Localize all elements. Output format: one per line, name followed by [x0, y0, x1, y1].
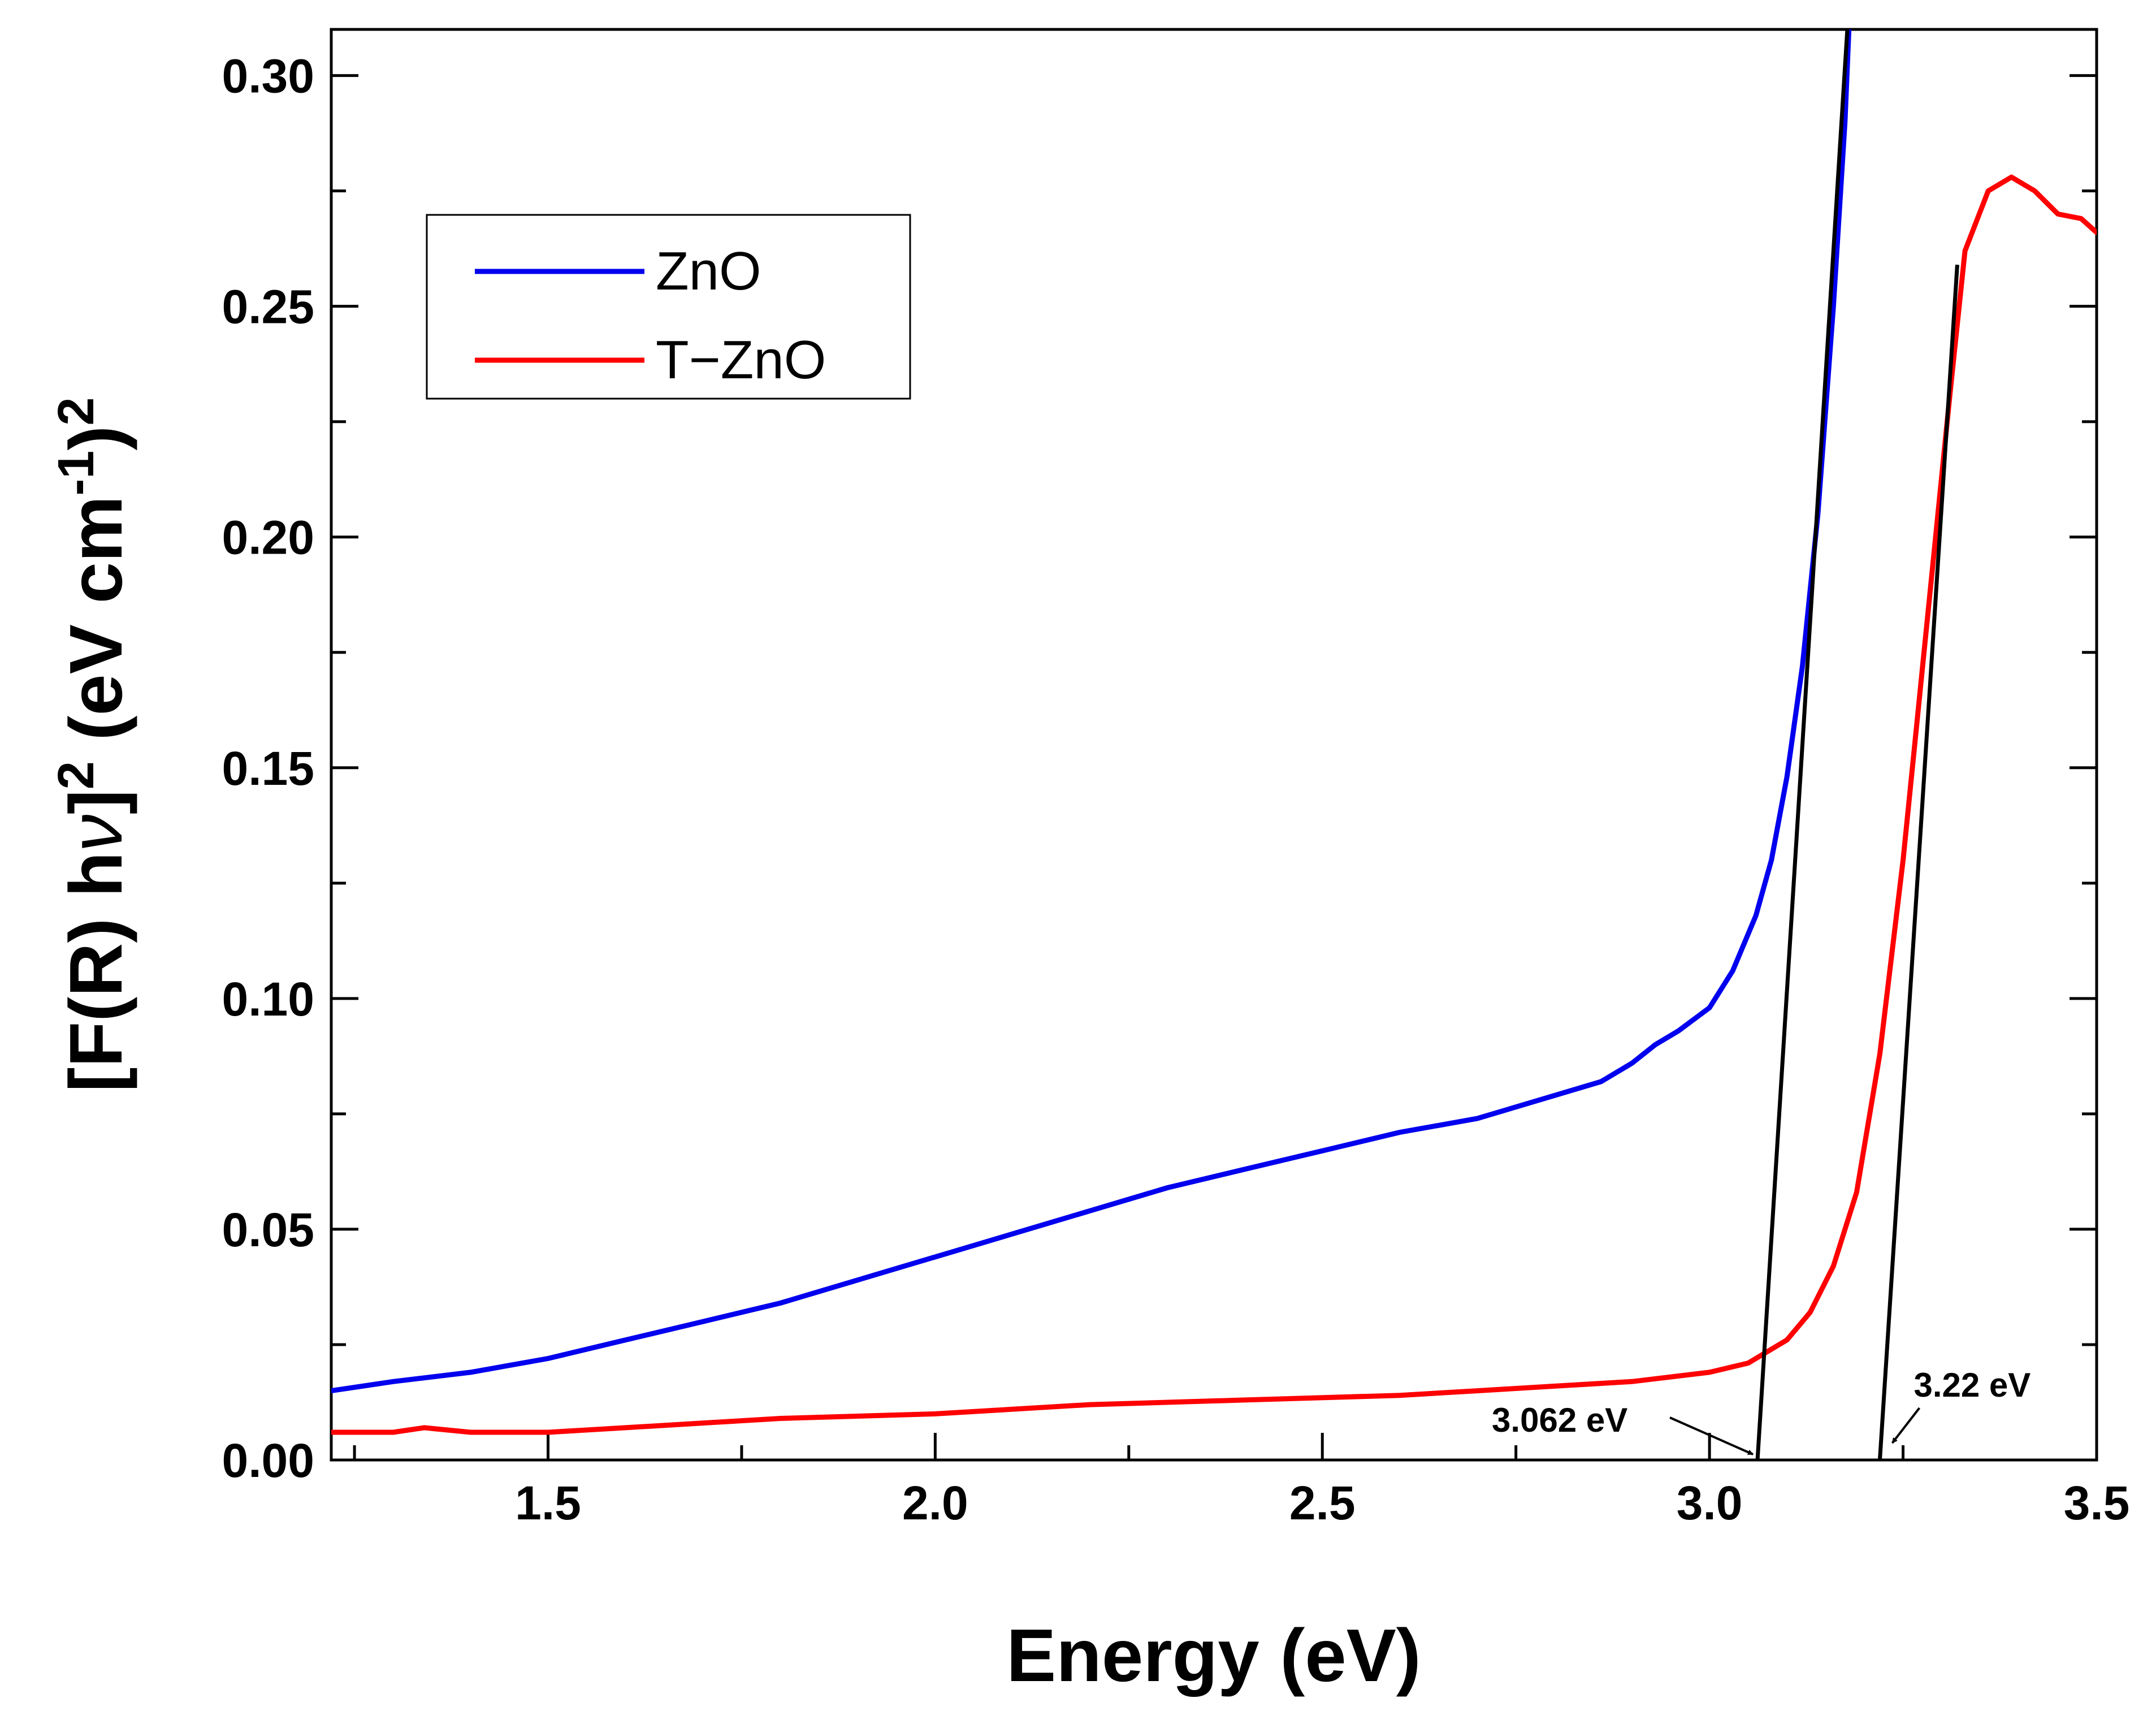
- plot-frame: [330, 28, 2098, 1462]
- y-tick-label: 0.30: [222, 50, 315, 103]
- x-tick-label: 3.5: [2064, 1476, 2130, 1530]
- legend: ZnO T−ZnO: [426, 214, 911, 400]
- series-line-zno: [331, 29, 1852, 1394]
- annotation-label: 3.22 eV: [1913, 1366, 2031, 1404]
- legend-label-t-zno: T−ZnO: [656, 330, 826, 390]
- y-tick-label: 0.25: [222, 280, 315, 334]
- x-tick-label: 1.5: [515, 1476, 581, 1530]
- annotation-arrow: [1669, 1416, 1754, 1455]
- x-tick-label: 2.5: [1289, 1476, 1356, 1530]
- x-tick-label: 2.0: [902, 1476, 968, 1530]
- tangent-line: [1877, 264, 1959, 1460]
- annotation-layer: 3.062 eV 3.22 eV: [1492, 1366, 2031, 1455]
- y-tick-label: 0.20: [222, 511, 315, 564]
- legend-box: [426, 214, 911, 400]
- y-tick-label: 0.15: [222, 742, 315, 795]
- annotation-arrow: [1891, 1407, 1921, 1444]
- y-axis-title: [F(R) hν]2 (eV cm-1)2: [48, 398, 137, 1092]
- tangent-line: [1755, 29, 1850, 1460]
- series-line-t-zno: [331, 174, 2097, 1435]
- y-tick-label: 0.00: [222, 1434, 315, 1487]
- y-axis-ticks: 0.00 0.05 0.10 0.15 0.20 0.25 0.30: [222, 50, 2097, 1487]
- tangent-layer: [1755, 29, 1959, 1460]
- y-tick-label: 0.05: [222, 1203, 315, 1256]
- x-tick-label: 3.0: [1677, 1476, 1743, 1530]
- x-axis-title: Energy (eV): [1006, 1614, 1421, 1697]
- legend-label-zno: ZnO: [656, 241, 761, 301]
- y-tick-label: 0.10: [222, 973, 315, 1026]
- annotation-label: 3.062 eV: [1492, 1401, 1627, 1439]
- x-axis-ticks: 1.5 2.0 2.5 3.0 3.5: [353, 1433, 2130, 1530]
- series-layer: [331, 29, 2097, 1435]
